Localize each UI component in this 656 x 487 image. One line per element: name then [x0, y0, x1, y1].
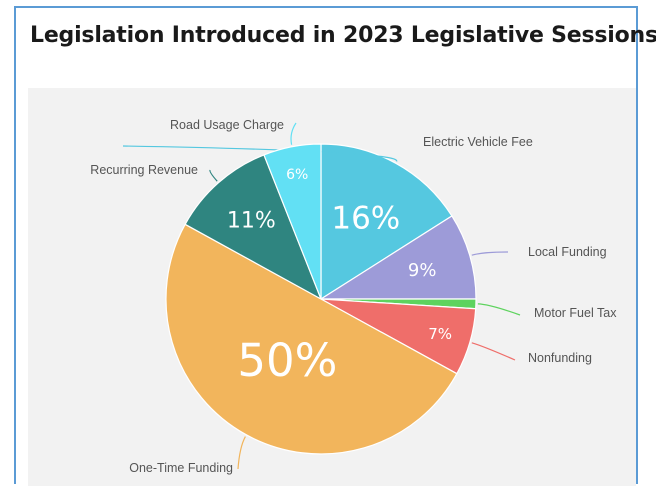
- pie-slice-one-time-funding: [165, 223, 458, 455]
- leader-line: [237, 436, 246, 470]
- slice-value-label: 6%: [286, 167, 308, 183]
- slice-value-label: 9%: [408, 260, 437, 281]
- category-label: Recurring Revenue: [90, 163, 198, 177]
- chart-frame: Legislation Introduced in 2023 Legislati…: [14, 6, 656, 486]
- category-label: Motor Fuel Tax: [534, 306, 617, 320]
- leader-line: [122, 145, 398, 162]
- leader-line: [471, 342, 516, 361]
- pie-slice-recurring-revenue: [184, 154, 323, 301]
- pie-slice-electric-vehicle-fee: [320, 143, 453, 301]
- pie-chart: 16% Electric Vehicle Fee 9% Local Funding Mo…: [90, 118, 617, 475]
- pie-slice-road-usage-charge: [263, 143, 322, 300]
- slice-value-label: 7%: [428, 325, 452, 343]
- category-label: Nonfunding: [528, 351, 592, 365]
- chart-title: Legislation Introduced in 2023 Legislati…: [30, 23, 656, 48]
- slice-value-label: 16%: [331, 200, 400, 236]
- plot-area: 16% Electric Vehicle Fee 9% Local Funding Mo…: [28, 88, 636, 486]
- leader-line: [477, 303, 521, 316]
- category-label: Local Funding: [528, 245, 607, 259]
- category-label: One-Time Funding: [129, 461, 233, 475]
- leader-line: [471, 251, 509, 256]
- category-label: Electric Vehicle Fee: [423, 135, 533, 149]
- leader-line: [290, 122, 297, 145]
- pie-slice-local-funding: [318, 215, 477, 300]
- slice-value-label: 11%: [227, 209, 276, 234]
- slice-value-label: 50%: [237, 334, 337, 387]
- category-label: Road Usage Charge: [170, 118, 284, 132]
- leader-line: [209, 169, 218, 182]
